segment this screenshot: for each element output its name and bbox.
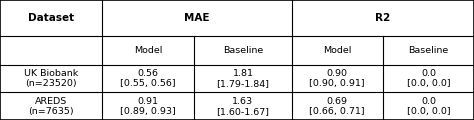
- Text: 1.63
[1.60-1.67]: 1.63 [1.60-1.67]: [217, 96, 269, 116]
- Text: 0.0
[0.0, 0.0]: 0.0 [0.0, 0.0]: [407, 69, 450, 88]
- Text: 0.56
[0.55, 0.56]: 0.56 [0.55, 0.56]: [120, 69, 176, 88]
- Text: 0.69
[0.66, 0.71]: 0.69 [0.66, 0.71]: [310, 96, 365, 116]
- Text: 0.90
[0.90, 0.91]: 0.90 [0.90, 0.91]: [310, 69, 365, 88]
- Text: R2: R2: [375, 13, 391, 23]
- Text: Model: Model: [323, 46, 351, 55]
- Text: 0.0
[0.0, 0.0]: 0.0 [0.0, 0.0]: [407, 96, 450, 116]
- Text: UK Biobank
(n=23520): UK Biobank (n=23520): [24, 69, 78, 88]
- Text: 1.81
[1.79-1.84]: 1.81 [1.79-1.84]: [217, 69, 269, 88]
- Text: Dataset: Dataset: [28, 13, 74, 23]
- Text: Baseline: Baseline: [223, 46, 263, 55]
- Text: AREDS
(n=7635): AREDS (n=7635): [28, 96, 74, 116]
- Text: Baseline: Baseline: [409, 46, 448, 55]
- Text: Model: Model: [134, 46, 162, 55]
- Text: MAE: MAE: [184, 13, 210, 23]
- Text: 0.91
[0.89, 0.93]: 0.91 [0.89, 0.93]: [120, 96, 176, 116]
